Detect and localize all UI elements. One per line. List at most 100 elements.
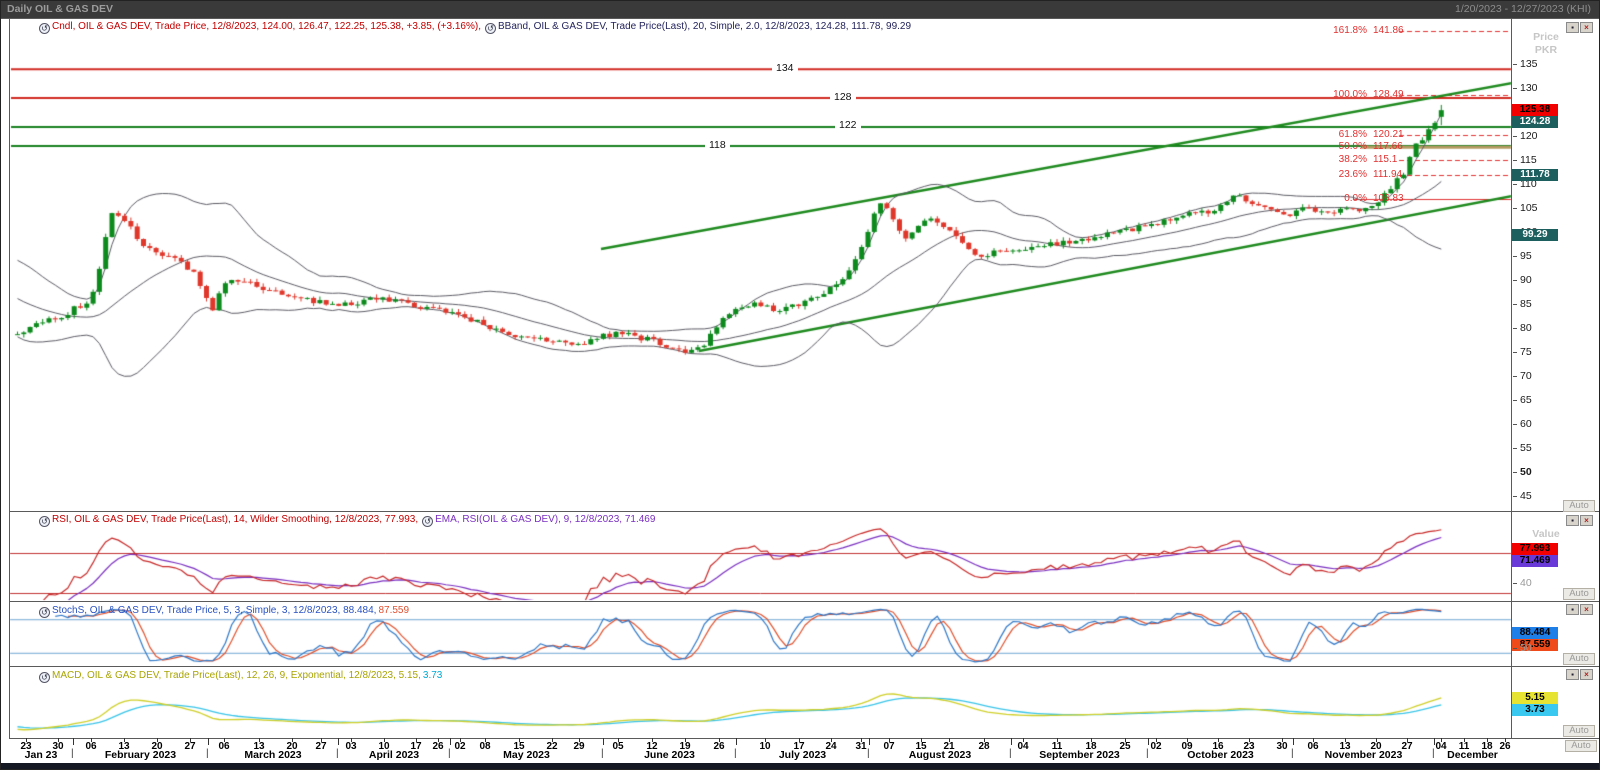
price-axis-tick-mark	[1513, 208, 1517, 209]
fib-level-value: 106.83	[1373, 193, 1404, 204]
x-axis-day-tick-mark	[579, 738, 580, 742]
x-axis-month-separator: |	[1291, 748, 1294, 759]
x-axis-day-label: 20	[286, 741, 298, 752]
legend-collapse-icon[interactable]: ↺	[39, 516, 50, 527]
price-level-label: 118	[705, 139, 730, 151]
x-axis-day-label: 25	[1119, 741, 1131, 752]
auto-button[interactable]: Auto	[1565, 740, 1597, 752]
legend-collapse-icon[interactable]: ↺	[39, 23, 50, 34]
fib-level-value: 141.86	[1373, 25, 1404, 36]
x-axis-day-tick-mark	[889, 738, 890, 742]
x-axis-month-separator: |	[206, 748, 209, 759]
x-axis-day-label: 28	[978, 741, 990, 752]
stoch-axis-tick-mark	[1513, 648, 1517, 649]
x-axis-day-tick-mark	[1187, 738, 1188, 742]
price-axis-tick-label: 85	[1520, 298, 1532, 310]
fib-level-pct: 50.0%	[1338, 141, 1367, 152]
price-axis-tick-label: 135	[1520, 58, 1538, 70]
stoch-panel-legend: ↺ StochS, OIL & GAS DEV, Trade Price, 5, …	[37, 605, 411, 618]
x-axis-day-tick-mark	[157, 738, 158, 742]
legend-collapse-icon[interactable]: ↺	[39, 672, 50, 683]
auto-button[interactable]: Auto	[1563, 588, 1595, 600]
close-icon[interactable]: ×	[1580, 22, 1593, 33]
auto-button[interactable]: Auto	[1563, 725, 1595, 737]
fib-level-value: 128.49	[1373, 89, 1404, 100]
panel-separator-macd[interactable]	[9, 666, 1599, 667]
x-axis-day-label: 06	[85, 741, 97, 752]
x-axis-day-tick-mark	[1091, 738, 1092, 742]
x-axis-day-tick-mark	[1464, 738, 1465, 742]
legend-collapse-icon[interactable]: ↺	[422, 516, 434, 527]
auto-button[interactable]: Auto	[1563, 653, 1595, 665]
x-axis-day-tick-mark	[460, 738, 461, 742]
panel-separator-stoch[interactable]	[9, 601, 1599, 602]
x-axis-day-tick-mark	[1057, 738, 1058, 742]
fib-level-value: 120.21	[1373, 129, 1404, 140]
price-axis-tick-mark	[1513, 328, 1517, 329]
x-axis-day-tick-mark	[321, 738, 322, 742]
legend-text[interactable]: RSI, OIL & GAS DEV, Trade Price(Last), 1…	[52, 514, 419, 525]
rsi-axis-tick-label: 40	[1520, 577, 1532, 589]
close-icon[interactable]: ×	[1580, 669, 1593, 680]
rsi-panel-legend: ↺ RSI, OIL & GAS DEV, Trade Price(Last), …	[37, 514, 657, 527]
x-axis-day-label: 04	[1435, 741, 1447, 752]
restore-icon[interactable]: ▪	[1566, 604, 1579, 615]
x-axis-day-label: 22	[546, 741, 558, 752]
x-axis-day-label: 05	[612, 741, 624, 752]
price-axis-unit: PKR	[1534, 44, 1558, 56]
panel-separator-rsi[interactable]	[9, 511, 1599, 512]
fib-level-value: 117.66	[1373, 141, 1403, 152]
legend-collapse-icon[interactable]: ↺	[39, 607, 50, 618]
x-axis-day-label: 31	[855, 741, 867, 752]
legend-text[interactable]: 3.73	[422, 670, 443, 681]
x-axis-month-label: May 2023	[503, 749, 550, 761]
x-axis-day-label: 10	[378, 741, 390, 752]
x-axis-day-tick-mark	[1313, 738, 1314, 742]
rsi-value-badge: 77.993	[1512, 543, 1558, 555]
x-axis-day-tick-mark	[351, 738, 352, 742]
legend-text[interactable]: MACD, OIL & GAS DEV, Trade Price(Last), …	[52, 670, 421, 681]
price-axis-tick-label: 65	[1520, 394, 1532, 406]
x-axis-day-label: 20	[1370, 741, 1382, 752]
x-axis-day-tick-mark	[861, 738, 862, 742]
legend-text[interactable]: Cndl, OIL & GAS DEV, Trade Price, 12/8/2…	[52, 21, 481, 32]
plot-left-border	[9, 18, 10, 738]
date-range: 1/20/2023 - 12/27/2023 (KHI)	[1454, 3, 1591, 15]
x-axis-day-tick-mark	[1218, 738, 1219, 742]
x-axis-day-tick-mark	[1282, 738, 1283, 742]
restore-icon[interactable]: ▪	[1566, 669, 1579, 680]
plot-right-border	[1511, 18, 1512, 738]
restore-icon[interactable]: ▪	[1566, 515, 1579, 526]
x-axis-month-label: Jan 23	[24, 749, 58, 761]
x-axis-day-label: 16	[1212, 741, 1224, 752]
price-badge: 124.28	[1512, 116, 1558, 128]
x-axis-month-label: February 2023	[104, 749, 177, 761]
price-axis-tick-label: 115	[1520, 154, 1537, 166]
price-badge: 125.38	[1512, 104, 1558, 116]
x-axis-border	[9, 738, 1599, 739]
legend-text[interactable]: StochS, OIL & GAS DEV, Trade Price, 5, 3…	[52, 605, 377, 616]
x-axis-day-label: 24	[825, 741, 837, 752]
restore-icon[interactable]: ▪	[1566, 22, 1579, 33]
x-axis-day-tick-mark	[91, 738, 92, 742]
auto-button[interactable]: Auto	[1563, 500, 1595, 512]
legend-collapse-icon[interactable]: ↺	[485, 23, 496, 34]
x-axis-day-tick-mark	[831, 738, 832, 742]
legend-text[interactable]: BBand, OIL & GAS DEV, Trade Price(Last),…	[498, 21, 912, 32]
x-axis-month-separator: |	[71, 748, 74, 759]
close-icon[interactable]: ×	[1580, 604, 1593, 615]
x-axis-day-label: 21	[943, 741, 955, 752]
price-axis-tick-label: 110	[1520, 178, 1537, 190]
x-axis-day-tick-mark	[190, 738, 191, 742]
close-icon[interactable]: ×	[1580, 515, 1593, 526]
legend-text[interactable]: 87.559	[378, 605, 410, 616]
title-bar[interactable]: Daily OIL & GAS DEV 1/20/2023 - 12/27/20…	[1, 1, 1599, 18]
price-axis-tick-mark	[1513, 88, 1517, 89]
x-axis-day-tick-mark	[1407, 738, 1408, 742]
x-axis-day-label: 26	[1499, 741, 1511, 752]
chart-title: Daily OIL & GAS DEV	[7, 3, 113, 15]
legend-text[interactable]: EMA, RSI(OIL & GAS DEV), 9, 12/8/2023, 7…	[435, 514, 656, 525]
price-axis-tick-label: 70	[1520, 370, 1532, 382]
x-axis-day-tick-mark	[259, 738, 260, 742]
